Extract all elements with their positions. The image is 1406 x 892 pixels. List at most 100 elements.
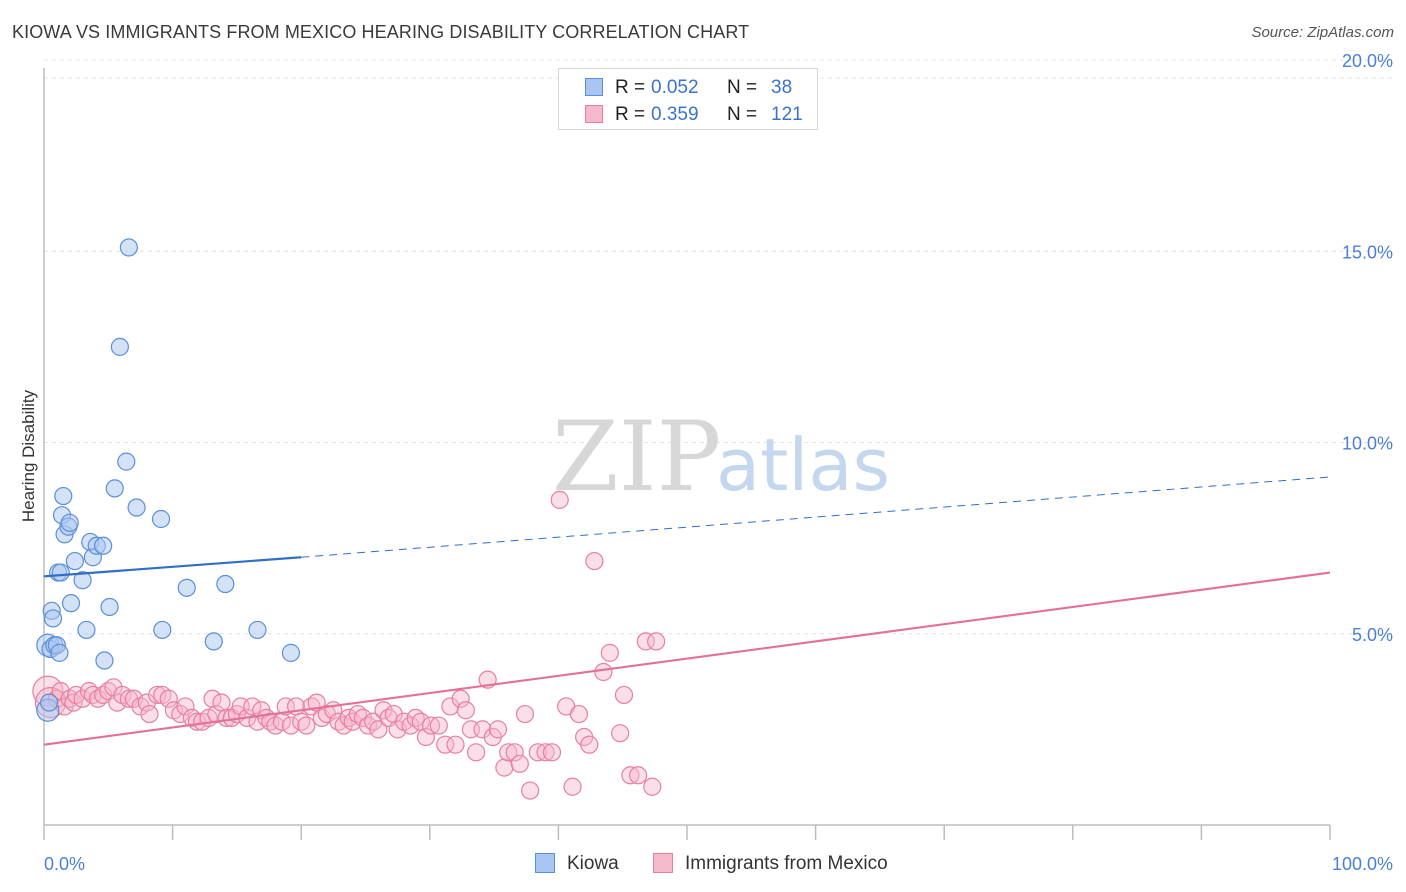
kiowa-point-35 [216,574,235,594]
mexico-point-21 [140,704,159,724]
mexico-point-95 [536,743,555,762]
mexico-point-81 [456,701,475,720]
kiowa-point-37 [281,643,301,662]
kiowa-trendline [43,556,302,578]
mexico-point-77 [436,735,455,754]
mexico-point-74 [416,727,436,747]
mexico-point-94 [528,743,547,762]
kiowa-point-26 [105,479,124,498]
kiowa-point-28 [117,452,136,471]
kiowa-point-2 [40,693,59,712]
kiowa-point-10 [51,563,70,582]
mexico-point-90 [505,743,524,762]
mexico-trendline [43,571,1331,746]
gridlines [44,59,1395,635]
mexico-point-100 [569,704,589,724]
mexico-point-76 [429,716,448,735]
mexico-legend-swatch [653,853,673,873]
mexico-point-97 [550,490,569,509]
kiowa-point-31 [151,509,171,529]
legend-n-value-mexico: 121 [771,104,803,125]
mexico-point-93 [521,781,540,800]
source-label: Source: ZipAtlas.com [1251,24,1394,41]
legend-r-label: R = [615,104,646,125]
watermark-zip: ZIP [552,401,721,513]
mexico-points-group [32,490,666,800]
mexico-point-80 [451,689,470,708]
mexico-point-65 [369,720,388,739]
mexico-point-79 [446,735,465,754]
mexico-point-91 [510,754,529,773]
kiowa-legend-label: Kiowa [567,853,619,874]
y-axis-label: Hearing Disability [19,389,38,522]
mexico-point-22 [148,685,167,705]
mexico-legend-label: Immigrants from Mexico [685,853,888,874]
trendlines [43,476,1331,746]
mexico-point-105 [600,643,619,662]
mexico-point-75 [421,716,441,735]
mexico-point-20 [137,693,156,712]
mexico-point-34 [212,693,231,712]
mexico-point-87 [488,720,508,739]
mexico-point-51 [297,716,316,735]
kiowa-legend-swatch [535,853,555,873]
kiowa-point-19 [77,620,96,640]
mexico-point-32 [203,689,222,708]
mexico-point-110 [636,632,655,651]
kiowa-point-27 [110,337,129,356]
axes [43,68,1331,840]
kiowa-point-12 [54,486,73,506]
mexico-point-107 [614,685,634,705]
kiowa-point-36 [248,620,267,640]
kiowa-point-34 [204,632,223,651]
kiowa-point-5 [43,609,63,628]
kiowa-point-16 [61,594,81,613]
y-tick-label-20: 20.0% [1342,51,1393,71]
mexico-point-112 [647,632,666,651]
mexico-point-96 [542,743,562,762]
x-tick-label-end: 100.0% [1332,854,1393,874]
mexico-point-106 [611,724,630,743]
correlation-legend: R = 0.052 N = 38 R = 0.359 N = 121 [558,68,818,130]
kiowa-point-15 [60,513,79,532]
mexico-point-35 [217,708,236,728]
tick-labels: 5.0% 10.0% 15.0% 20.0% 0.0% 100.0% [44,51,1393,874]
mexico-point-102 [580,735,599,754]
kiowa-point-9 [50,643,69,662]
mexico-point-27 [176,697,195,716]
mexico-point-78 [441,697,460,716]
legend-r-value-kiowa: 0.052 [651,77,699,98]
kiowa-point-30 [127,498,146,517]
kiowa-point-29 [119,238,138,257]
kiowa-point-25 [100,597,119,617]
kiowa-point-24 [95,651,114,670]
kiowa-points-group [36,238,301,722]
kiowa-point-23 [94,536,113,555]
legend-n-label: N = [727,104,758,125]
kiowa-point-33 [177,578,196,597]
y-tick-label-5: 5.0% [1352,625,1393,645]
legend-r-label: R = [615,77,646,98]
mexico-point-109 [629,766,648,785]
mexico-point-99 [563,777,582,796]
mexico-point-108 [621,766,640,785]
legend-r-value-mexico: 0.359 [651,104,699,125]
kiowa-point-18 [73,571,92,590]
mexico-point-111 [643,777,662,796]
kiowa-point-17 [65,551,84,571]
mexico-point-88 [495,758,514,777]
mexico-point-68 [384,704,403,724]
watermark-atlas: atlas [716,423,890,507]
mexico-point-48 [281,716,301,735]
mexico-point-84 [473,720,492,739]
x-tick-label-start: 0.0% [44,854,85,874]
mexico-point-92 [515,704,535,724]
legend-n-label: N = [727,77,758,98]
chart-title: KIOWA VS IMMIGRANTS FROM MEXICO HEARING … [12,22,750,42]
y-tick-label-15: 15.0% [1342,242,1393,262]
mexico-point-104 [594,662,613,682]
kiowa-trendline-extension [301,476,1331,558]
mexico-swatch [585,105,603,123]
mexico-point-24 [159,689,178,708]
mexico-point-89 [499,743,518,762]
